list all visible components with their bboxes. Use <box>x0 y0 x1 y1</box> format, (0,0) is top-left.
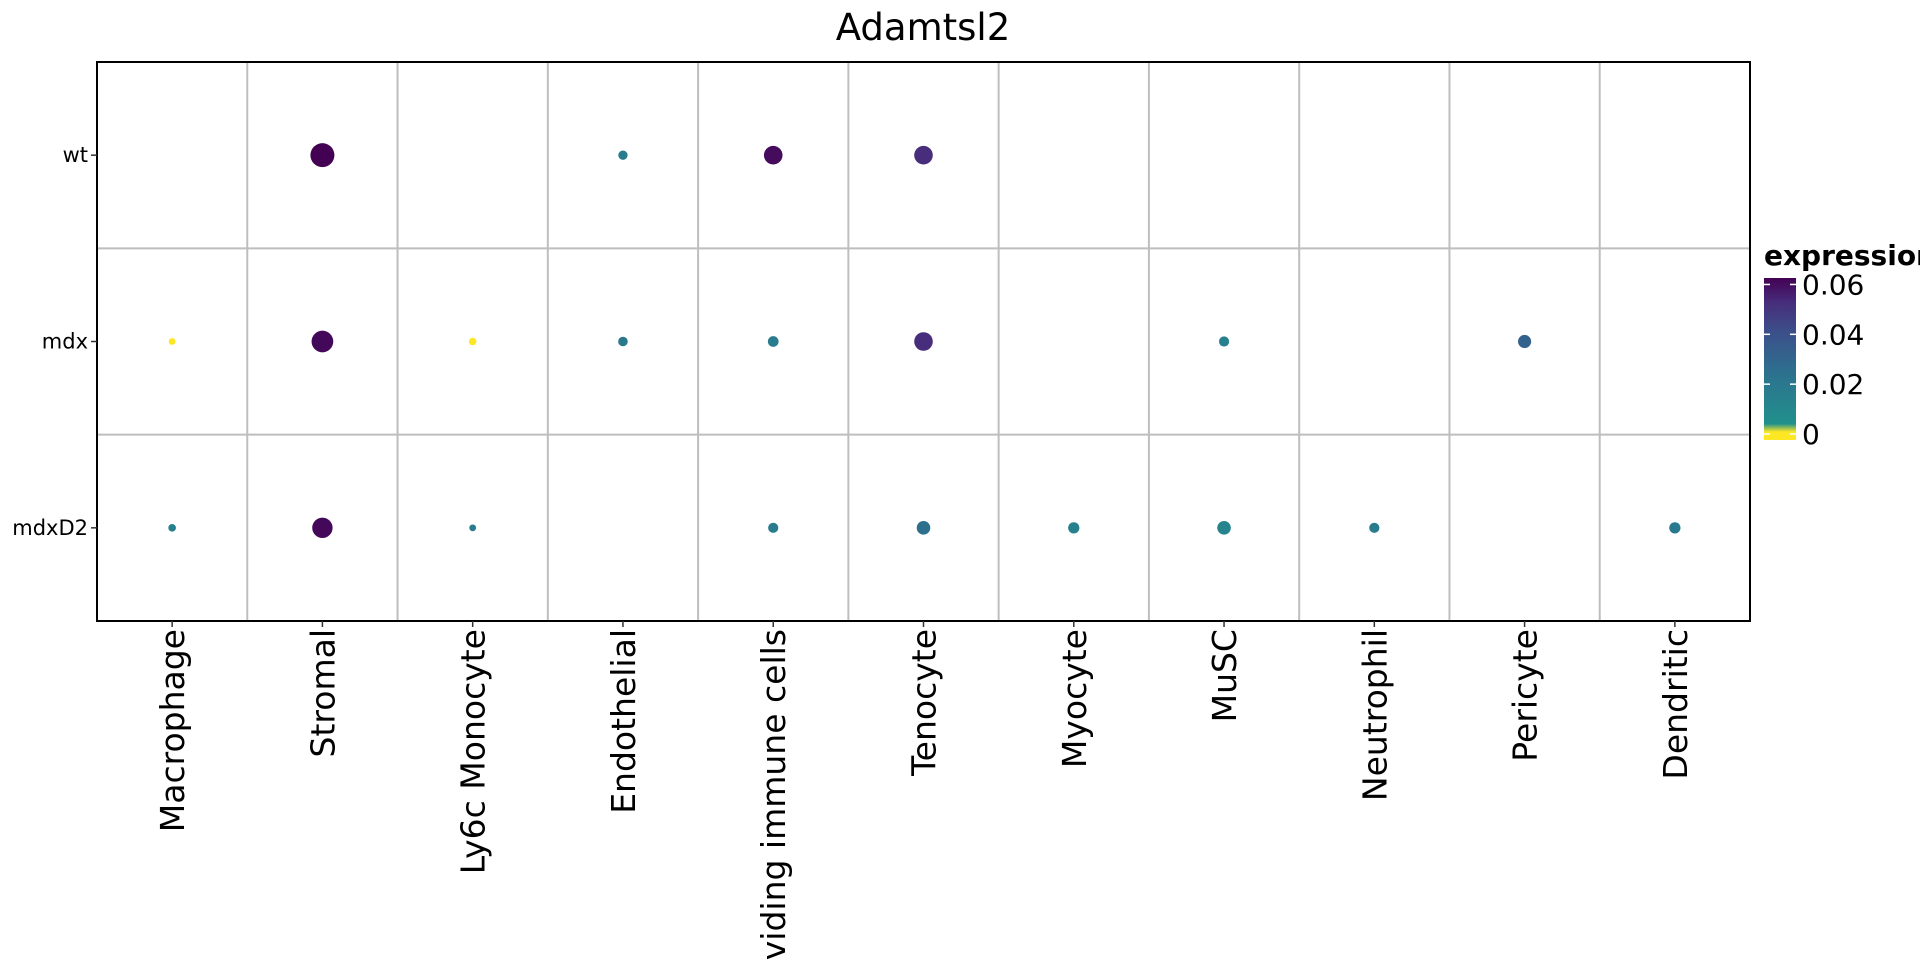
dot-point <box>914 332 933 351</box>
dot-point <box>1669 522 1681 534</box>
dot-point <box>310 143 335 168</box>
x-tick-label: Tenocyte <box>905 629 944 777</box>
x-tick-label: Dividing immune cells <box>754 629 793 960</box>
dot-point <box>311 330 334 353</box>
legend-tick-label: 0.02 <box>1802 368 1864 401</box>
plot-area <box>96 61 1751 622</box>
dot-point <box>618 336 628 347</box>
dot-point <box>468 337 477 346</box>
legend-colorbar <box>1764 278 1796 440</box>
x-tick-label: Dendritic <box>1656 629 1695 780</box>
dot-point <box>618 150 628 160</box>
y-tick-label: wt <box>63 143 88 167</box>
x-tick-label: Ly6c Monocyte <box>454 629 493 874</box>
dot-point <box>767 336 779 347</box>
x-tick-label: Endothelial <box>604 629 643 814</box>
legend-title: expression <box>1764 239 1920 272</box>
dot-point <box>1518 334 1532 349</box>
dot-point <box>469 524 477 532</box>
legend-tick-label: 0.06 <box>1802 268 1864 301</box>
legend-tick-label: 0.04 <box>1802 318 1864 351</box>
dot-point <box>1218 336 1230 347</box>
chart-title: Adamtsl2 <box>836 6 1010 49</box>
x-tick-label: Stromal <box>303 629 342 757</box>
x-tick-label: Macrophage <box>153 629 192 832</box>
dot-point <box>763 145 783 165</box>
dot-point <box>914 145 933 165</box>
dot-point <box>1068 522 1080 534</box>
dot-point <box>312 517 333 539</box>
x-axis: Macrophage Stromal Ly6c Monocyte Endothelia… <box>153 621 1695 960</box>
color-legend: expression 0.06 0.04 0.02 0 <box>1764 239 1920 451</box>
x-tick-label: Myocyte <box>1055 629 1094 768</box>
y-axis: wt mdx mdxD2 <box>12 143 97 540</box>
x-tick-label: Neutrophil <box>1355 629 1394 801</box>
dot-point <box>168 338 176 345</box>
legend-ticks: 0.06 0.04 0.02 0 <box>1764 268 1864 451</box>
dot-point <box>916 521 931 535</box>
legend-tick-label: 0 <box>1802 418 1820 451</box>
dot-point <box>168 524 176 532</box>
dot-point <box>1369 522 1380 533</box>
y-tick-label: mdx <box>42 330 88 354</box>
dot-point <box>1217 521 1231 535</box>
dot-point <box>768 522 779 533</box>
x-tick-label: Pericyte <box>1506 629 1545 762</box>
y-tick-label: mdxD2 <box>12 516 88 540</box>
x-tick-label: MuSC <box>1205 629 1244 722</box>
